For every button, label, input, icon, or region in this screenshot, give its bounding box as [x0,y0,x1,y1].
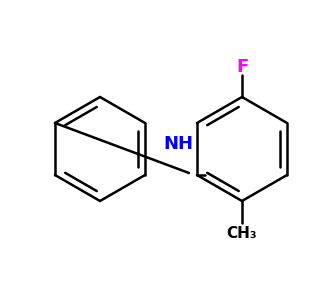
Text: NH: NH [163,135,193,153]
Text: F: F [236,58,248,76]
Text: CH₃: CH₃ [227,225,257,240]
